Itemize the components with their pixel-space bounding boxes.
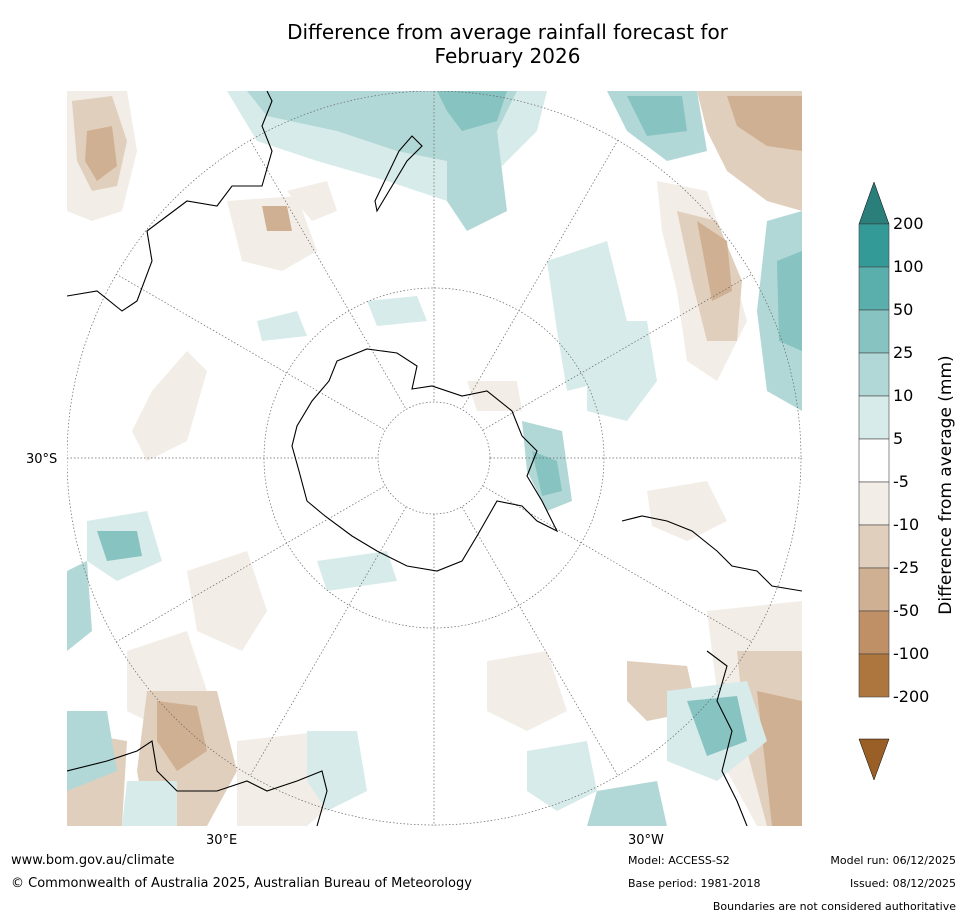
colorbar-tick-label: 100	[893, 257, 924, 276]
colorbar-tick-label: 25	[893, 343, 914, 362]
colorbar-tick-label: -50	[893, 601, 920, 620]
title-line-2: February 2026	[434, 44, 581, 68]
title-line-1: Difference from average rainfall forecas…	[287, 20, 728, 44]
model-name: Model: ACCESS-S2	[628, 854, 730, 867]
colorbar-tick-label: -200	[893, 687, 930, 706]
australia-coastline	[67, 91, 273, 312]
colorbar-tick-label: -10	[893, 515, 920, 534]
wet-anomaly-areas	[67, 91, 802, 826]
antarctica-coastline	[291, 348, 559, 572]
colorbar-tick-label: 50	[893, 300, 914, 319]
colorbar-tick-label: 200	[893, 214, 924, 233]
new-zealand-coastline	[374, 135, 423, 213]
colorbar-tick-label: -5	[893, 472, 909, 491]
lat-label-30s: 30°S	[26, 452, 58, 467]
website-link[interactable]: www.bom.gov.au/climate	[11, 853, 175, 868]
colorbar-band	[858, 524, 890, 569]
colorbar-band	[858, 653, 890, 698]
colorbar-band	[858, 567, 890, 612]
colorbar-extend-top	[858, 182, 890, 225]
colorbar-title: Difference from average (mm)	[936, 355, 956, 615]
colorbar-segments	[858, 223, 890, 698]
colorbar-band	[858, 481, 890, 526]
rainfall-anomaly-map[interactable]	[67, 91, 802, 826]
chart-title: Difference from average rainfall forecas…	[0, 20, 965, 68]
colorbar-tick-label: -25	[893, 558, 920, 577]
lon-label-30e: 30°E	[206, 833, 238, 848]
issued-date: Issued: 08/12/2025	[849, 877, 956, 890]
colorbar-band	[858, 352, 890, 397]
colorbar-band	[858, 610, 890, 655]
copyright-text: © Commonwealth of Australia 2025, Austra…	[11, 876, 472, 891]
colorbar-tick-label: 5	[893, 429, 904, 448]
colorbar-band	[858, 266, 890, 311]
colorbar-band	[858, 309, 890, 354]
colorbar-band	[858, 223, 890, 268]
base-period: Base period: 1981-2018	[628, 877, 761, 890]
colorbar-band	[858, 395, 890, 440]
model-run: Model run: 06/12/2025	[830, 854, 956, 867]
colorbar	[858, 182, 890, 781]
coastlines	[67, 91, 802, 826]
map-canvas	[67, 91, 802, 826]
lon-label-30w: 30°W	[628, 833, 664, 848]
colorbar-tick-label: 10	[893, 386, 914, 405]
colorbar-band	[858, 438, 890, 483]
boundary-disclaimer: Boundaries are not considered authoritat…	[712, 900, 956, 913]
graticule	[67, 91, 802, 826]
south-america-coastline-east	[706, 650, 748, 826]
colorbar-extend-bottom	[858, 738, 890, 781]
africa-coastline	[67, 740, 328, 826]
colorbar-tick-label: -100	[893, 644, 930, 663]
south-america-coastline	[621, 515, 802, 592]
